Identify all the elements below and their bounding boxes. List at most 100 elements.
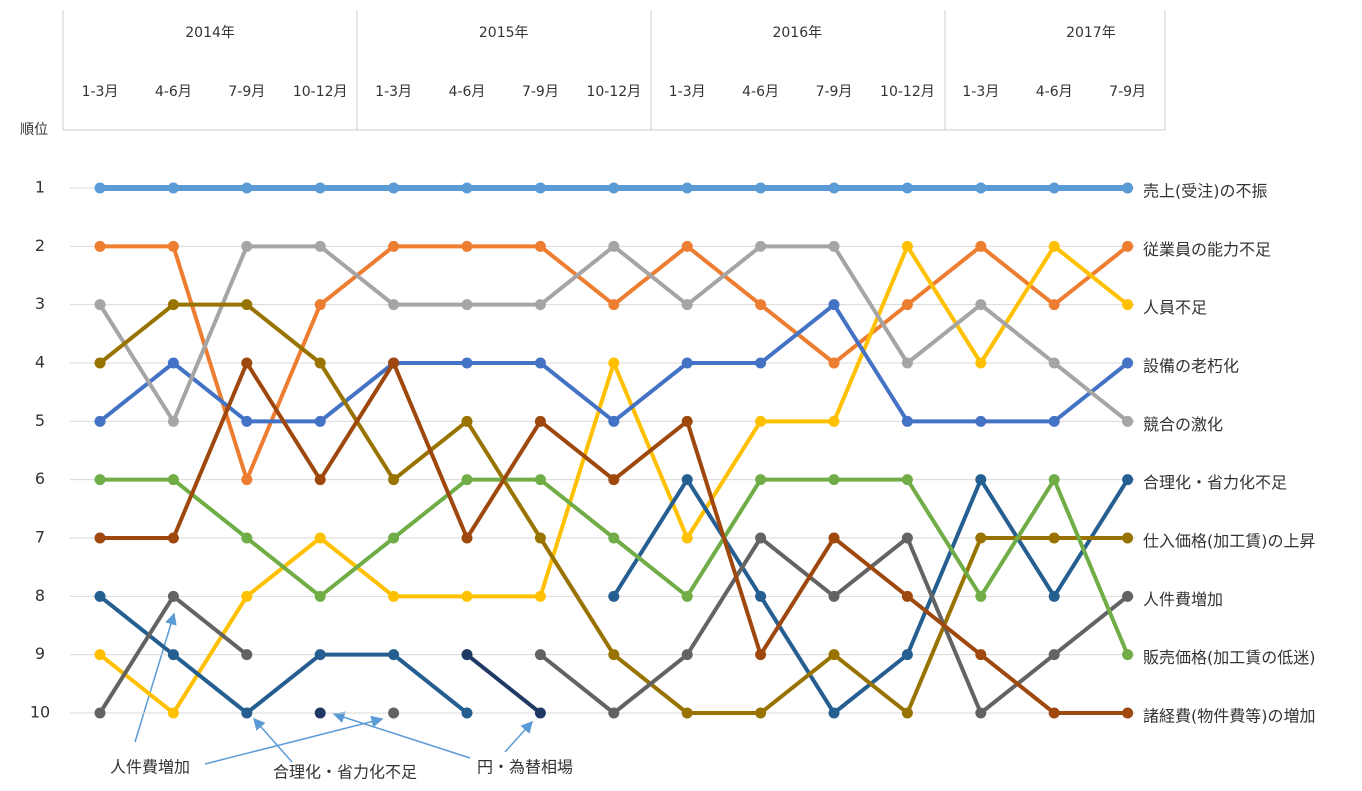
x-tick-label: 7-9月	[1109, 84, 1146, 100]
series-label: 従業員の能力不足	[1143, 240, 1271, 259]
marker	[461, 240, 473, 252]
y-tick-label: 7	[35, 528, 45, 547]
y-tick-label: 6	[35, 469, 45, 488]
marker	[388, 649, 400, 661]
marker	[314, 474, 326, 486]
marker	[975, 357, 987, 369]
marker	[608, 299, 620, 311]
marker	[1122, 357, 1134, 369]
marker	[1048, 182, 1060, 194]
marker	[828, 415, 840, 427]
marker	[167, 532, 179, 544]
marker	[755, 240, 767, 252]
marker	[901, 299, 913, 311]
marker	[241, 240, 253, 252]
marker	[94, 357, 106, 369]
marker	[1122, 649, 1134, 661]
marker	[681, 240, 693, 252]
marker	[167, 474, 179, 486]
marker	[608, 532, 620, 544]
marker	[901, 415, 913, 427]
marker	[681, 707, 693, 719]
year-label: 2014年	[185, 25, 235, 41]
marker	[388, 532, 400, 544]
marker	[167, 182, 179, 194]
marker	[1048, 707, 1060, 719]
marker	[828, 707, 840, 719]
marker	[755, 532, 767, 544]
series-label: 人件費増加	[1143, 590, 1223, 609]
marker	[975, 240, 987, 252]
series-label: 仕入価格(加工賃)の上昇	[1143, 532, 1316, 551]
marker	[608, 590, 620, 602]
marker	[314, 590, 326, 602]
marker	[901, 357, 913, 369]
marker	[461, 649, 473, 661]
marker	[901, 590, 913, 602]
marker	[975, 474, 987, 486]
series-line	[100, 477, 1130, 656]
marker	[94, 649, 106, 661]
marker	[1048, 590, 1060, 602]
marker	[1048, 299, 1060, 311]
marker	[608, 357, 620, 369]
x-tick-label: 1-3月	[82, 84, 119, 100]
annotation: 人件費増加	[110, 758, 190, 777]
marker	[534, 707, 546, 719]
marker	[1048, 649, 1060, 661]
marker	[534, 532, 546, 544]
year-label: 2016年	[772, 25, 822, 41]
marker	[1122, 707, 1134, 719]
marker	[755, 299, 767, 311]
marker	[608, 182, 620, 194]
marker	[388, 707, 400, 719]
series-label: 競合の激化	[1143, 415, 1223, 434]
marker	[901, 649, 913, 661]
marker	[94, 182, 106, 194]
x-tick-label: 4-6月	[1036, 84, 1073, 100]
marker	[681, 415, 693, 427]
marker	[241, 415, 253, 427]
marker	[388, 474, 400, 486]
marker	[314, 649, 326, 661]
marker	[1048, 240, 1060, 252]
x-tick-label: 7-9月	[522, 84, 559, 100]
marker	[828, 532, 840, 544]
y-tick-label: 9	[35, 644, 45, 663]
y-tick-label: 10	[30, 703, 50, 722]
marker	[1048, 474, 1060, 486]
marker	[241, 649, 253, 661]
marker	[828, 299, 840, 311]
marker	[534, 240, 546, 252]
marker	[534, 182, 546, 194]
x-tick-label: 1-3月	[669, 84, 706, 100]
header-frame	[62, 10, 1166, 131]
marker	[241, 532, 253, 544]
marker	[94, 532, 106, 544]
series-line	[465, 653, 542, 715]
marker	[461, 299, 473, 311]
marker	[461, 182, 473, 194]
x-tick-label: 4-6月	[742, 84, 779, 100]
marker	[681, 532, 693, 544]
marker	[1048, 415, 1060, 427]
marker	[388, 182, 400, 194]
marker	[534, 474, 546, 486]
marker	[461, 707, 473, 719]
marker	[975, 707, 987, 719]
marker	[681, 474, 693, 486]
marker	[388, 299, 400, 311]
x-tick-label: 10-12月	[586, 84, 641, 100]
marker	[681, 357, 693, 369]
marker	[241, 707, 253, 719]
marker	[534, 299, 546, 311]
series-label: 売上(受注)の不振	[1143, 182, 1268, 201]
marker	[388, 590, 400, 602]
marker	[167, 415, 179, 427]
marker	[534, 415, 546, 427]
series-label: 人員不足	[1143, 298, 1207, 317]
marker	[314, 357, 326, 369]
marker	[975, 649, 987, 661]
marker	[167, 707, 179, 719]
marker	[241, 299, 253, 311]
